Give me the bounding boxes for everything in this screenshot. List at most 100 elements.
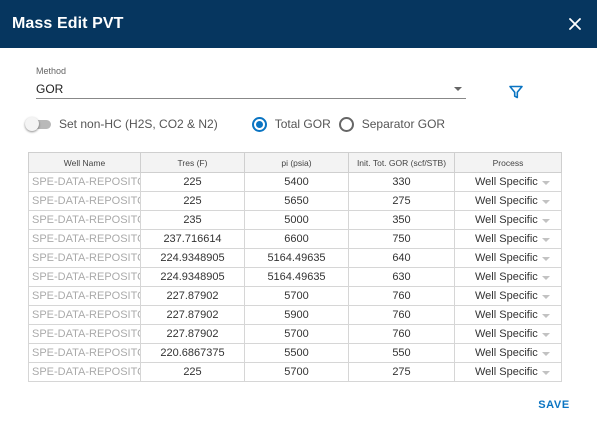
- process-value: Well Specific: [475, 290, 538, 302]
- close-icon[interactable]: [565, 14, 585, 34]
- tres-cell[interactable]: 224.9348905: [140, 267, 245, 287]
- process-cell[interactable]: Well Specific: [454, 172, 562, 192]
- pi-cell[interactable]: 5700: [244, 324, 349, 344]
- column-header[interactable]: pi (psia): [244, 152, 349, 173]
- dropdown-arrow-icon: [542, 257, 550, 261]
- dropdown-arrow-icon: [542, 238, 550, 242]
- tres-cell[interactable]: 227.87902: [140, 324, 245, 344]
- pi-cell[interactable]: 5500: [244, 343, 349, 363]
- save-button[interactable]: SAVE: [538, 399, 570, 411]
- process-cell[interactable]: Well Specific: [454, 210, 562, 230]
- process-cell[interactable]: Well Specific: [454, 229, 562, 249]
- process-value: Well Specific: [475, 347, 538, 359]
- dialog-title: Mass Edit PVT: [12, 15, 124, 32]
- well-name-cell[interactable]: SPE-DATA-REPOSITOR: [28, 267, 141, 287]
- table-row: SPE-DATA-REPOSITOR 237.716614 6600 750 W…: [28, 229, 562, 249]
- table-row: SPE-DATA-REPOSITOR 225 5400 330 Well Spe…: [28, 172, 562, 192]
- gor-cell[interactable]: 640: [348, 248, 455, 268]
- gor-cell[interactable]: 275: [348, 362, 455, 382]
- separator-gor-radio[interactable]: [338, 116, 354, 132]
- process-cell[interactable]: Well Specific: [454, 343, 562, 363]
- table-row: SPE-DATA-REPOSITOR 225 5650 275 Well Spe…: [28, 191, 562, 211]
- tres-cell[interactable]: 225: [140, 191, 245, 211]
- separator-gor-label: Separator GOR: [361, 117, 446, 131]
- method-label: Method: [36, 66, 67, 76]
- dropdown-arrow-icon: [542, 181, 550, 185]
- gor-cell[interactable]: 760: [348, 305, 455, 325]
- table-row: SPE-DATA-REPOSITOR 225 5700 275 Well Spe…: [28, 362, 562, 382]
- tres-cell[interactable]: 225: [140, 172, 245, 192]
- gor-cell[interactable]: 350: [348, 210, 455, 230]
- column-header[interactable]: Init. Tot. GOR (scf/STB): [348, 152, 455, 173]
- pi-cell[interactable]: 5400: [244, 172, 349, 192]
- dropdown-arrow-icon: [542, 333, 550, 337]
- non-hc-toggle-label: Set non-HC (H2S, CO2 & N2): [59, 117, 218, 131]
- well-name-cell[interactable]: SPE-DATA-REPOSITOR: [28, 362, 141, 382]
- pi-cell[interactable]: 5700: [244, 286, 349, 306]
- total-gor-radio[interactable]: [251, 116, 267, 132]
- method-field: Method GOR: [36, 66, 466, 99]
- process-cell[interactable]: Well Specific: [454, 324, 562, 344]
- process-value: Well Specific: [475, 252, 538, 264]
- gor-cell[interactable]: 550: [348, 343, 455, 363]
- well-name-cell[interactable]: SPE-DATA-REPOSITOR: [28, 210, 141, 230]
- pi-cell[interactable]: 5164.49635: [244, 267, 349, 287]
- well-name-cell[interactable]: SPE-DATA-REPOSITOR: [28, 286, 141, 306]
- column-header[interactable]: Process: [454, 152, 562, 173]
- process-cell[interactable]: Well Specific: [454, 305, 562, 325]
- well-name-cell[interactable]: SPE-DATA-REPOSITOR: [28, 343, 141, 363]
- dropdown-arrow-icon: [542, 371, 550, 375]
- table-row: SPE-DATA-REPOSITOR 224.9348905 5164.4963…: [28, 267, 562, 287]
- pi-cell[interactable]: 5164.49635: [244, 248, 349, 268]
- table-row: SPE-DATA-REPOSITOR 227.87902 5700 760 We…: [28, 324, 562, 344]
- dropdown-arrow-icon: [542, 219, 550, 223]
- tres-cell[interactable]: 227.87902: [140, 305, 245, 325]
- process-value: Well Specific: [475, 176, 538, 188]
- pi-cell[interactable]: 5700: [244, 362, 349, 382]
- process-cell[interactable]: Well Specific: [454, 362, 562, 382]
- well-name-cell[interactable]: SPE-DATA-REPOSITOR: [28, 191, 141, 211]
- process-cell[interactable]: Well Specific: [454, 267, 562, 287]
- tres-cell[interactable]: 235: [140, 210, 245, 230]
- well-name-cell[interactable]: SPE-DATA-REPOSITOR: [28, 324, 141, 344]
- process-cell[interactable]: Well Specific: [454, 191, 562, 211]
- process-value: Well Specific: [475, 309, 538, 321]
- gor-cell[interactable]: 750: [348, 229, 455, 249]
- pi-cell[interactable]: 5650: [244, 191, 349, 211]
- process-cell[interactable]: Well Specific: [454, 286, 562, 306]
- non-hc-toggle[interactable]: [25, 117, 51, 131]
- process-value: Well Specific: [475, 214, 538, 226]
- well-name-cell[interactable]: SPE-DATA-REPOSITOR: [28, 305, 141, 325]
- table-row: SPE-DATA-REPOSITOR 224.9348905 5164.4963…: [28, 248, 562, 268]
- gor-cell[interactable]: 275: [348, 191, 455, 211]
- column-header[interactable]: Well Name: [28, 152, 141, 173]
- filter-icon[interactable]: [508, 84, 524, 100]
- tres-cell[interactable]: 225: [140, 362, 245, 382]
- gor-cell[interactable]: 760: [348, 324, 455, 344]
- pi-cell[interactable]: 5000: [244, 210, 349, 230]
- method-select[interactable]: GOR: [36, 79, 466, 99]
- dropdown-arrow-icon: [542, 200, 550, 204]
- gor-cell[interactable]: 630: [348, 267, 455, 287]
- tres-cell[interactable]: 227.87902: [140, 286, 245, 306]
- table-header-row: Well Name Tres (F) pi (psia) Init. Tot. …: [28, 152, 562, 173]
- dropdown-arrow-icon: [542, 352, 550, 356]
- table-row: SPE-DATA-REPOSITOR 227.87902 5900 760 We…: [28, 305, 562, 325]
- pi-cell[interactable]: 5900: [244, 305, 349, 325]
- tres-cell[interactable]: 224.9348905: [140, 248, 245, 268]
- well-name-cell[interactable]: SPE-DATA-REPOSITOR: [28, 172, 141, 192]
- gor-cell[interactable]: 760: [348, 286, 455, 306]
- tres-cell[interactable]: 220.6867375: [140, 343, 245, 363]
- tres-cell[interactable]: 237.716614: [140, 229, 245, 249]
- process-cell[interactable]: Well Specific: [454, 248, 562, 268]
- gor-cell[interactable]: 330: [348, 172, 455, 192]
- table-row: SPE-DATA-REPOSITOR 227.87902 5700 760 We…: [28, 286, 562, 306]
- process-value: Well Specific: [475, 195, 538, 207]
- well-name-cell[interactable]: SPE-DATA-REPOSITOR: [28, 248, 141, 268]
- well-name-cell[interactable]: SPE-DATA-REPOSITOR: [28, 229, 141, 249]
- column-header[interactable]: Tres (F): [140, 152, 245, 173]
- table-row: SPE-DATA-REPOSITOR 220.6867375 5500 550 …: [28, 343, 562, 363]
- process-value: Well Specific: [475, 271, 538, 283]
- pi-cell[interactable]: 6600: [244, 229, 349, 249]
